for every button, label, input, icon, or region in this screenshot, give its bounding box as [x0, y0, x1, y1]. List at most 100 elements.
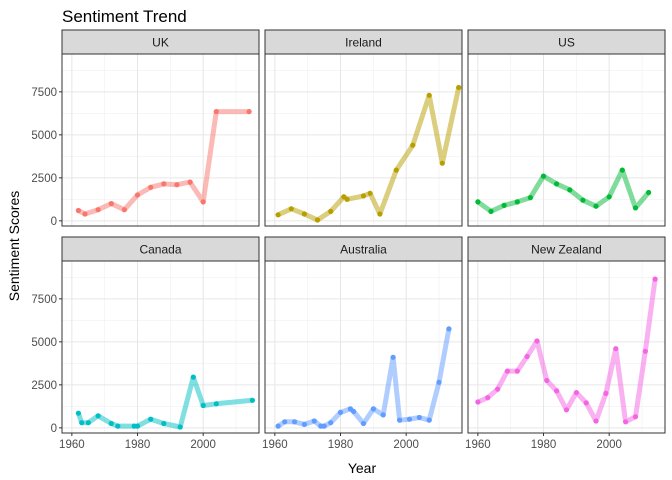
data-point	[75, 207, 81, 214]
facet-strip	[61, 236, 260, 262]
data-point	[632, 414, 639, 420]
y-tick-label: 7500	[31, 294, 57, 306]
data-point	[619, 167, 625, 173]
facet-strip	[61, 29, 260, 55]
data-point	[554, 181, 560, 187]
data-point	[534, 338, 540, 344]
data-point	[580, 197, 586, 203]
x-axis-title: Year	[348, 460, 377, 476]
data-point	[475, 399, 481, 405]
data-point	[301, 211, 307, 217]
panel-background	[62, 261, 259, 433]
y-tick-label: 2500	[31, 173, 57, 185]
y-tick-label: 2500	[31, 380, 57, 392]
data-point	[613, 346, 619, 352]
data-point	[514, 368, 520, 374]
data-point	[161, 181, 167, 187]
data-point	[397, 417, 403, 423]
data-point	[301, 421, 307, 427]
data-point	[410, 142, 416, 148]
panel-background	[265, 261, 462, 433]
data-point	[390, 354, 396, 360]
data-point	[593, 418, 599, 424]
data-point	[200, 402, 206, 409]
data-point	[82, 211, 88, 217]
data-point	[540, 173, 547, 179]
data-point	[406, 416, 413, 422]
data-point	[426, 92, 432, 98]
data-point	[148, 416, 154, 422]
data-point	[275, 423, 281, 429]
data-point	[632, 205, 639, 211]
facet-panels: UK 0 2500 5000 7500 Ireland US Canada 0 2500 5000 7…	[31, 29, 666, 451]
data-point	[288, 206, 294, 212]
x-tick-label: 1980	[125, 439, 151, 451]
y-tick-label: 0	[51, 423, 57, 435]
panel-border	[61, 53, 260, 227]
data-point	[275, 212, 281, 218]
data-point	[351, 408, 357, 415]
data-point	[456, 84, 462, 91]
y-tick-label: 5000	[31, 337, 57, 349]
data-point	[321, 423, 327, 429]
data-point	[544, 377, 550, 384]
facet-strip	[467, 29, 666, 55]
facet-strip-label: Canada	[139, 243, 181, 257]
data-point	[593, 203, 599, 209]
x-tick-label: 1960	[262, 439, 288, 451]
facet-us: US	[467, 29, 666, 227]
data-point	[337, 409, 344, 415]
data-point	[436, 379, 442, 385]
data-point	[567, 187, 573, 193]
x-tick-label: 2000	[596, 439, 622, 451]
data-point	[501, 202, 507, 208]
data-point	[79, 420, 85, 426]
data-point	[328, 208, 334, 214]
data-point	[524, 353, 530, 360]
data-point	[95, 413, 101, 419]
data-point	[603, 390, 609, 396]
facet-strip-label: New Zealand	[531, 243, 602, 257]
data-point	[426, 417, 432, 423]
facet-strip-label: UK	[152, 36, 169, 50]
data-point	[177, 424, 183, 430]
data-point	[495, 386, 501, 392]
data-point	[213, 109, 219, 115]
data-point	[485, 395, 491, 401]
facet-strip	[467, 236, 666, 262]
data-point	[85, 420, 91, 426]
y-tick-label: 0	[51, 216, 57, 228]
facet-canada: Canada 0 2500 5000 7500 1960 1980 2000	[31, 236, 260, 451]
data-point	[563, 407, 570, 413]
data-point	[377, 211, 383, 217]
data-point	[344, 196, 350, 202]
data-point	[514, 199, 520, 205]
panel-border	[467, 260, 666, 434]
data-point	[75, 410, 81, 416]
panel-border	[264, 53, 463, 227]
data-point	[187, 179, 193, 185]
data-point	[190, 374, 196, 380]
data-point	[416, 414, 422, 421]
data-point	[213, 401, 219, 407]
panel-background	[468, 261, 665, 433]
data-point	[642, 348, 648, 354]
x-tick-label: 2000	[393, 439, 419, 451]
data-point	[606, 194, 612, 200]
data-point	[95, 207, 101, 213]
data-point	[367, 190, 373, 196]
y-axis-title: Sentiment Scores	[6, 191, 22, 302]
facet-strip-label: US	[558, 36, 575, 50]
panel-background	[265, 54, 462, 226]
data-point	[134, 423, 141, 429]
data-point	[475, 199, 481, 205]
data-point	[439, 160, 445, 166]
data-point	[583, 400, 589, 406]
data-point	[200, 199, 206, 205]
data-point	[134, 192, 141, 198]
data-point	[652, 276, 658, 282]
data-point	[108, 420, 114, 427]
data-point	[554, 388, 560, 394]
